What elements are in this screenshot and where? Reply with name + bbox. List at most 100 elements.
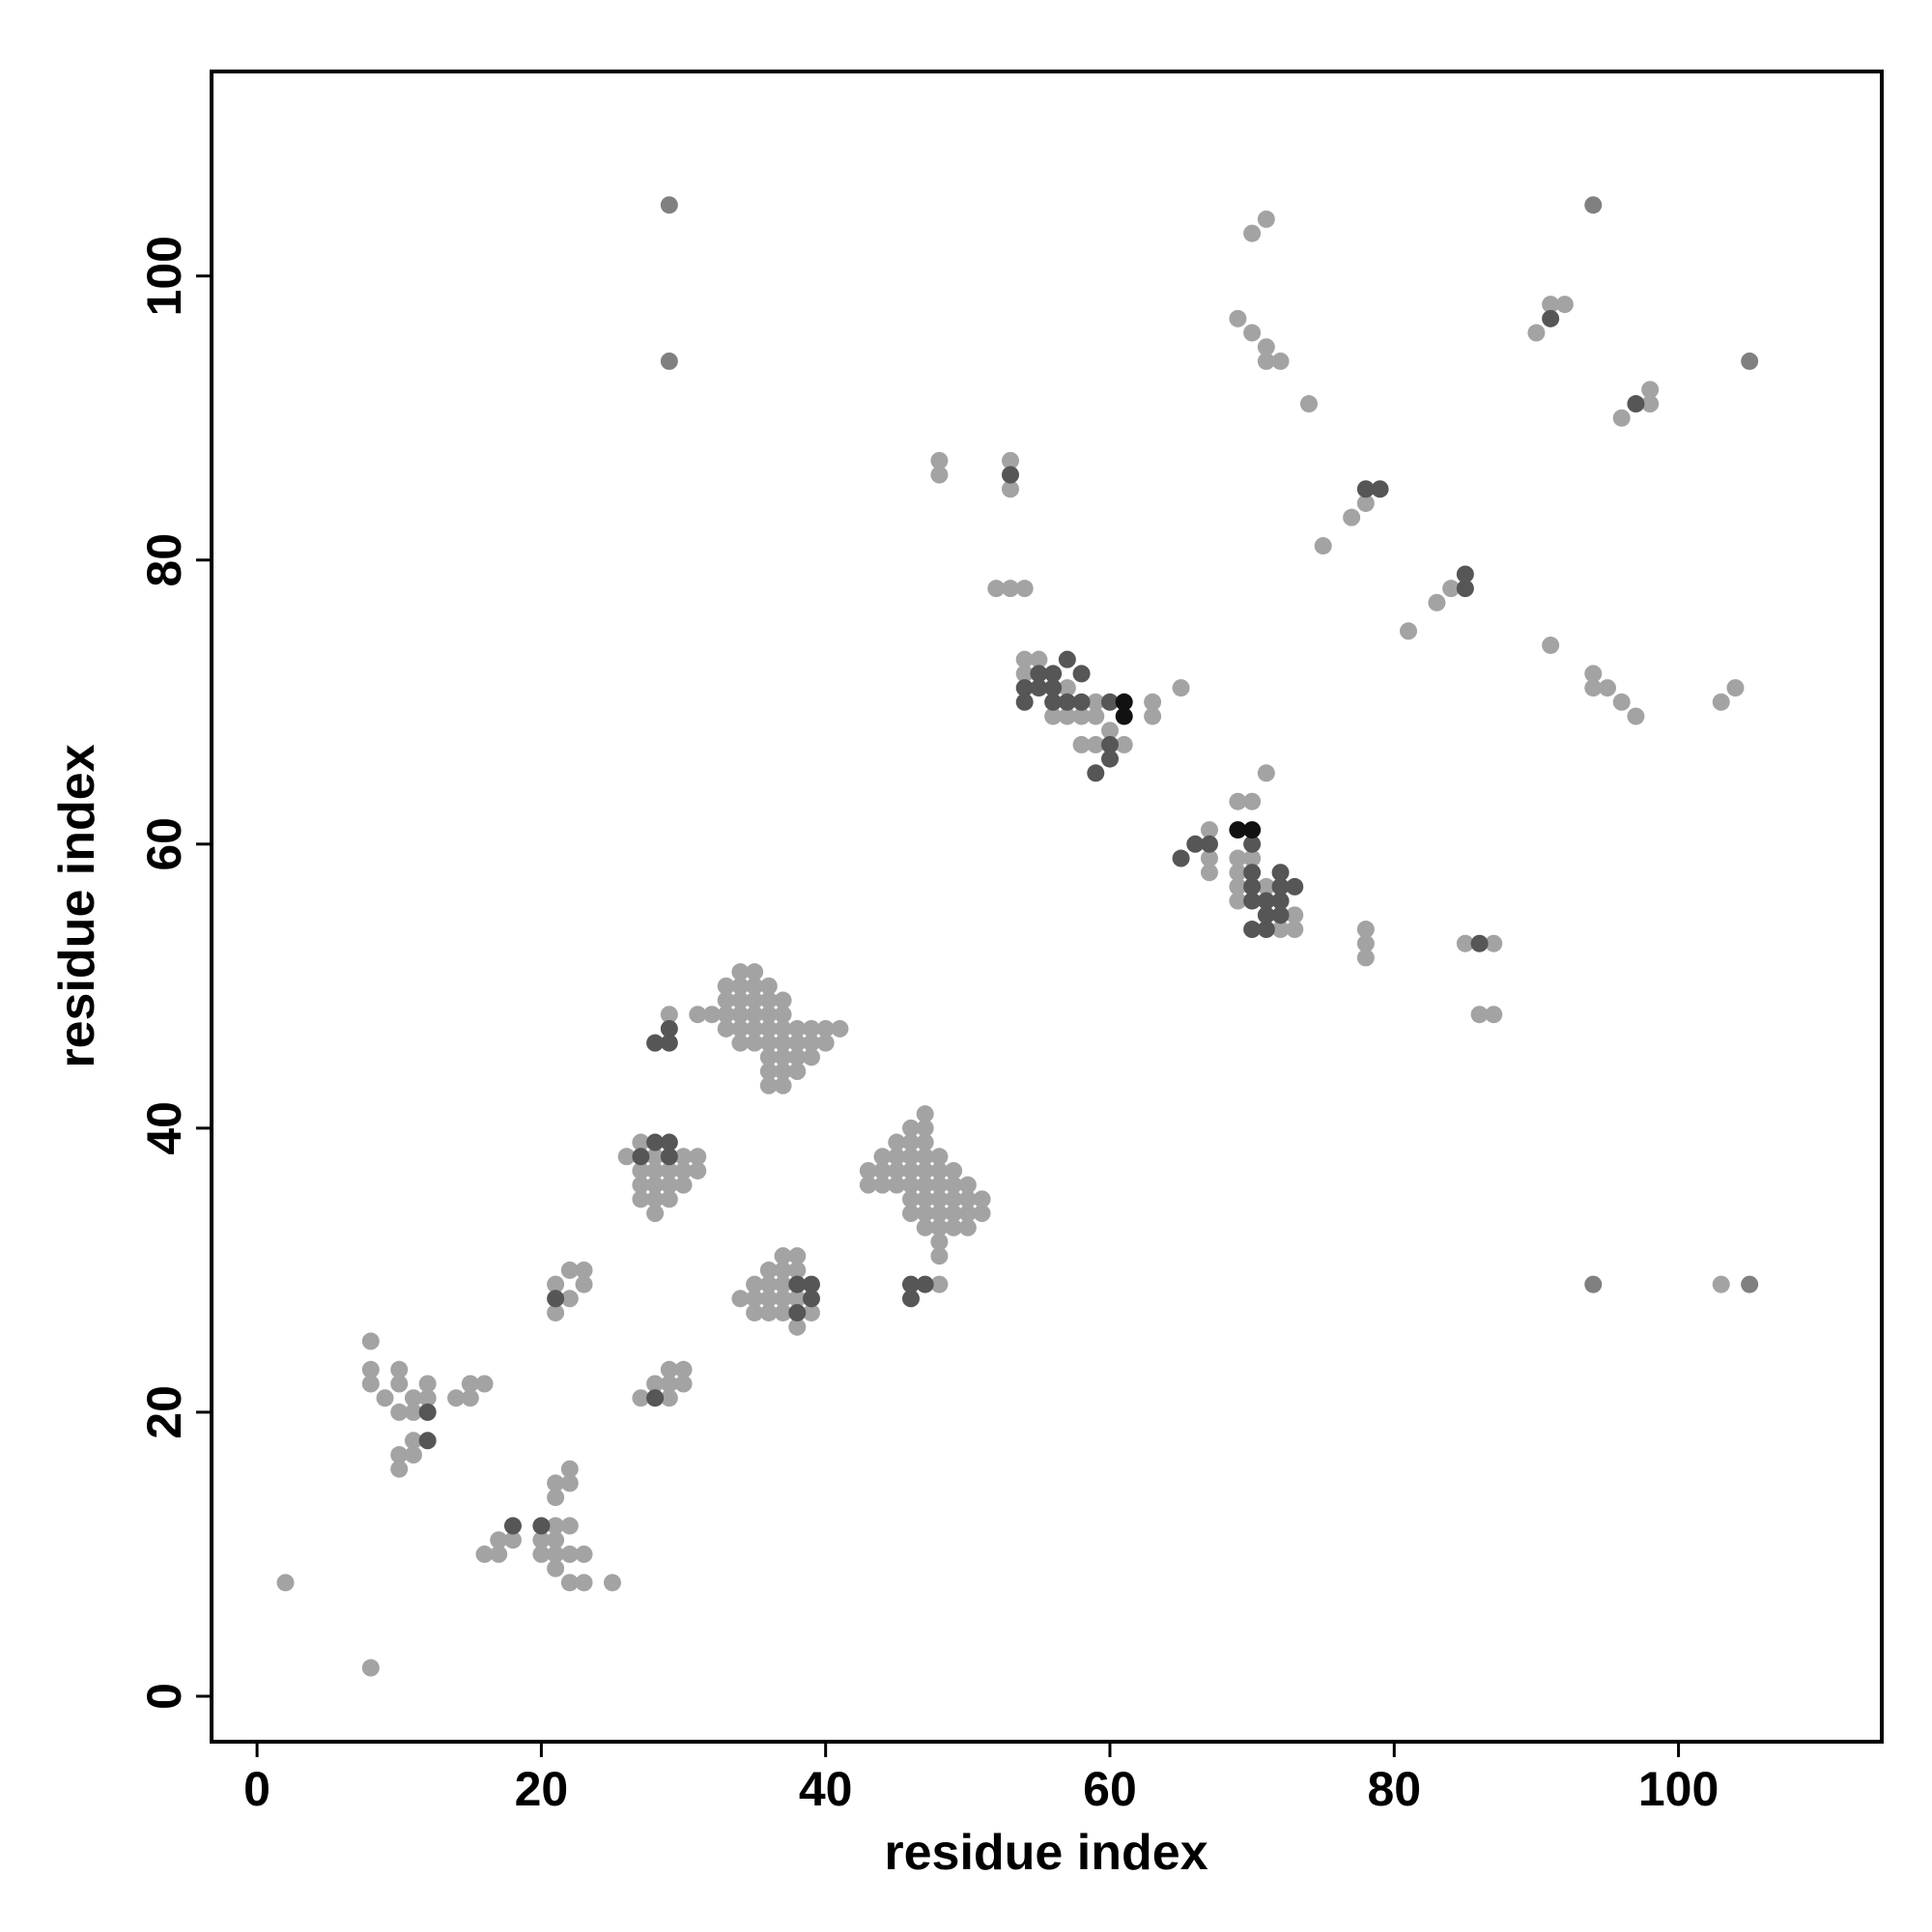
point xyxy=(1100,722,1119,740)
point xyxy=(774,1261,792,1279)
point xyxy=(930,466,949,484)
point xyxy=(632,1161,650,1179)
point xyxy=(660,1019,678,1037)
point xyxy=(1072,665,1091,683)
point xyxy=(916,1148,934,1166)
point xyxy=(802,1275,820,1293)
point xyxy=(1100,750,1119,768)
point xyxy=(547,1559,565,1577)
point xyxy=(1442,580,1461,598)
point xyxy=(1584,1275,1603,1293)
y-tick-label: 40 xyxy=(137,1101,191,1155)
point xyxy=(1555,296,1574,314)
point xyxy=(1229,849,1247,867)
point xyxy=(759,1063,778,1081)
point xyxy=(547,1545,565,1563)
point xyxy=(1542,296,1560,314)
point xyxy=(1741,1275,1759,1293)
point xyxy=(1200,821,1218,839)
point xyxy=(774,1247,792,1265)
point xyxy=(1243,324,1262,342)
point xyxy=(1100,693,1119,711)
point xyxy=(916,1133,934,1151)
point xyxy=(774,1006,792,1024)
point xyxy=(475,1545,494,1563)
point xyxy=(1058,693,1076,711)
point xyxy=(660,352,678,370)
x-tick-label: 40 xyxy=(799,1762,853,1816)
point xyxy=(1712,1275,1730,1293)
point xyxy=(802,1019,820,1037)
point xyxy=(1527,324,1546,342)
point xyxy=(788,1247,807,1265)
point xyxy=(1087,693,1105,711)
point xyxy=(575,1275,593,1293)
point xyxy=(447,1389,466,1407)
point xyxy=(575,1574,593,1592)
y-tick-label: 80 xyxy=(137,533,191,587)
point xyxy=(674,1161,693,1179)
point xyxy=(646,1161,665,1179)
point xyxy=(503,1531,522,1549)
point xyxy=(774,1303,792,1321)
point xyxy=(532,1517,551,1535)
point xyxy=(901,1290,920,1308)
point xyxy=(774,1019,792,1037)
point xyxy=(1271,921,1290,939)
point xyxy=(1371,480,1389,498)
point xyxy=(1470,1006,1489,1024)
point xyxy=(888,1161,906,1179)
point xyxy=(945,1205,963,1223)
point xyxy=(560,1290,579,1308)
point xyxy=(788,1290,807,1308)
point xyxy=(930,1205,949,1223)
point xyxy=(802,1034,820,1052)
y-tick-label: 20 xyxy=(137,1385,191,1439)
point xyxy=(1044,707,1063,725)
point xyxy=(802,1290,820,1308)
x-tick-label: 20 xyxy=(515,1762,569,1816)
point xyxy=(759,1048,778,1066)
point xyxy=(1712,693,1730,711)
point xyxy=(1356,494,1375,512)
point xyxy=(617,1148,636,1166)
point xyxy=(973,1205,991,1223)
point xyxy=(689,1148,707,1166)
point xyxy=(945,1161,963,1179)
point xyxy=(958,1176,977,1194)
point xyxy=(674,1360,693,1378)
point xyxy=(702,1006,721,1024)
point xyxy=(816,1019,835,1037)
point xyxy=(746,963,764,981)
point xyxy=(1271,352,1290,370)
point xyxy=(1087,707,1105,725)
point xyxy=(1612,693,1631,711)
point xyxy=(418,1375,437,1393)
point xyxy=(958,1190,977,1208)
point xyxy=(1030,679,1048,697)
point xyxy=(1599,679,1617,697)
point xyxy=(1641,381,1660,399)
point xyxy=(888,1176,906,1194)
point xyxy=(674,1375,693,1393)
point xyxy=(404,1403,422,1421)
point xyxy=(987,580,1006,598)
point xyxy=(1584,665,1603,683)
point xyxy=(901,1119,920,1137)
point xyxy=(759,1034,778,1052)
point xyxy=(1200,835,1218,853)
point xyxy=(1001,580,1019,598)
point xyxy=(731,963,750,981)
point xyxy=(390,1460,409,1478)
x-tick-label: 60 xyxy=(1083,1762,1137,1816)
point xyxy=(418,1432,437,1450)
point xyxy=(1299,395,1318,413)
point xyxy=(930,1233,949,1251)
point xyxy=(1641,395,1660,413)
point xyxy=(632,1133,650,1151)
point xyxy=(632,1176,650,1194)
point xyxy=(774,1048,792,1066)
point xyxy=(560,1545,579,1563)
plot-frame xyxy=(210,70,1884,1744)
point xyxy=(390,1446,409,1464)
